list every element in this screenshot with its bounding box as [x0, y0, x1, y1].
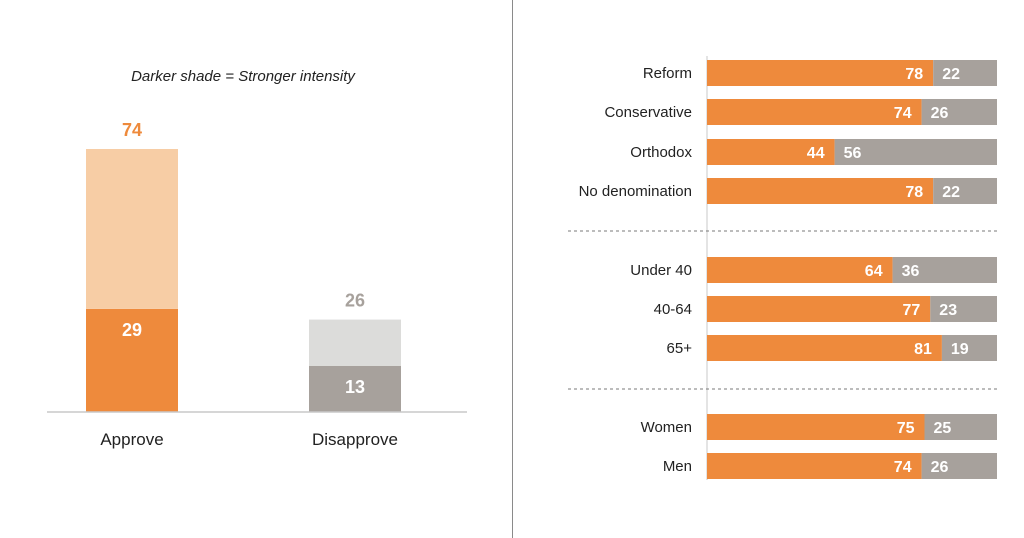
column-labels: 29 74 Approve 13 26 Disapprove — [100, 120, 398, 449]
approve-bar — [707, 139, 835, 165]
row-label: 65+ — [667, 340, 693, 357]
approve-value: 77 — [903, 302, 921, 319]
approve-total-value: 74 — [122, 120, 142, 140]
approve-value: 74 — [894, 459, 912, 476]
disapprove-value: 22 — [942, 184, 960, 201]
approve-bar — [707, 178, 934, 204]
approve-value: 78 — [905, 66, 923, 83]
horizontal-bars — [707, 60, 997, 479]
approve-value: 64 — [865, 263, 883, 280]
disapprove-value: 26 — [931, 105, 949, 122]
disapprove-value: 22 — [942, 66, 960, 83]
disapprove-strong-value: 13 — [345, 377, 365, 397]
group-separators — [568, 230, 1000, 390]
row-label: Women — [641, 419, 692, 436]
disapprove-total-value: 26 — [345, 291, 365, 311]
disapprove-bar — [892, 257, 997, 283]
approve-bar — [707, 453, 922, 479]
disapprove-bar — [924, 414, 997, 440]
approve-category-label: Approve — [100, 430, 163, 449]
chart-subtitle: Darker shade = Stronger intensity — [131, 68, 356, 85]
approve-bar — [707, 335, 942, 361]
row-label: 40-64 — [654, 301, 692, 318]
approve-strong-bar — [86, 308, 178, 412]
disapprove-bar — [921, 99, 997, 125]
disapprove-bar — [930, 296, 997, 322]
disapprove-value: 25 — [934, 420, 952, 437]
bar-labels: 78 22 Reform 74 26 Conservative 44 56 Orthodox 78… — [579, 65, 969, 476]
approve-bar — [707, 60, 934, 86]
disapprove-bar — [933, 60, 997, 86]
row-label: Orthodox — [630, 144, 692, 161]
disapprove-bar — [933, 178, 997, 204]
disapprove-strong-bar — [309, 365, 401, 412]
approve-total-bar — [86, 149, 178, 309]
row-label: No denomination — [579, 183, 692, 200]
panel-divider — [512, 0, 513, 538]
row-label: Men — [663, 458, 692, 475]
approval-column-chart: Darker shade = Stronger intensity 29 74 Ap… — [47, 68, 467, 449]
approve-value: 74 — [894, 105, 912, 122]
approve-bar — [707, 296, 931, 322]
approve-bar — [707, 414, 925, 440]
approve-value: 81 — [914, 341, 932, 358]
approve-value: 78 — [905, 184, 923, 201]
approve-value: 75 — [897, 420, 915, 437]
disapprove-value: 56 — [844, 145, 862, 162]
approve-value: 44 — [807, 145, 825, 162]
disapprove-value: 19 — [951, 341, 969, 358]
row-label: Under 40 — [630, 262, 692, 279]
disapprove-bar — [921, 453, 997, 479]
disapprove-value: 36 — [902, 263, 920, 280]
approve-strong-value: 29 — [122, 320, 142, 340]
row-label: Conservative — [604, 104, 692, 121]
disapprove-category-label: Disapprove — [312, 430, 398, 449]
approve-bar — [707, 99, 922, 125]
disapprove-value: 26 — [931, 459, 949, 476]
row-label: Reform — [643, 65, 692, 82]
approve-bar — [707, 257, 893, 283]
disapprove-total-bar — [309, 319, 401, 366]
column-bars — [86, 149, 401, 412]
disapprove-value: 23 — [939, 302, 957, 319]
disapprove-bar — [941, 335, 997, 361]
disapprove-bar — [834, 139, 997, 165]
